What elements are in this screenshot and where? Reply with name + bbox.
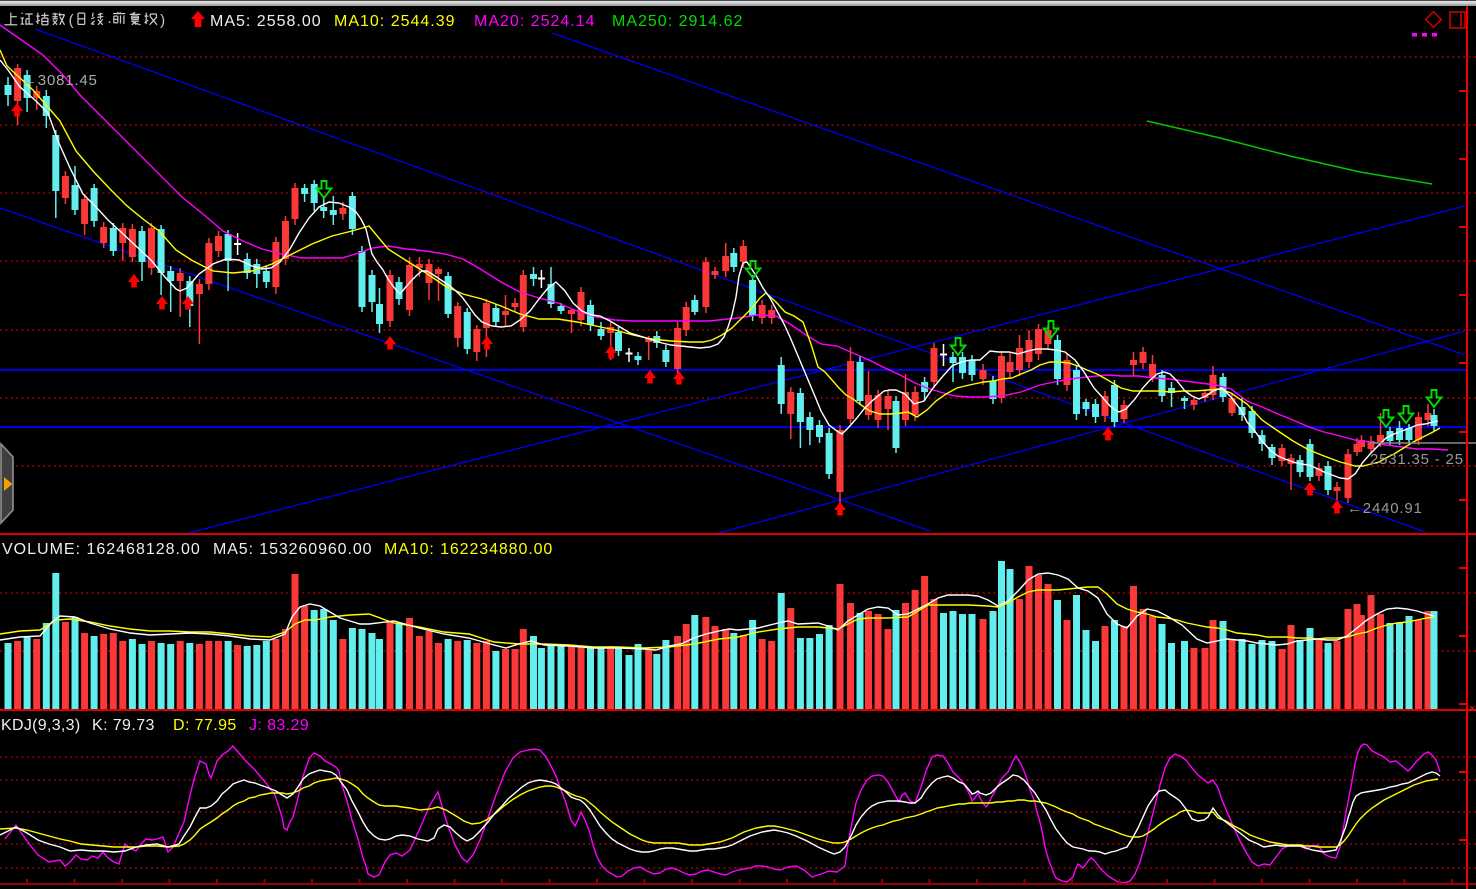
svg-text:←3081.45: ←3081.45	[22, 72, 98, 89]
svg-text:D: 77.95: D: 77.95	[173, 717, 237, 734]
svg-text:MA10: 2544.39: MA10: 2544.39	[334, 13, 456, 30]
svg-text:←2440.91: ←2440.91	[1347, 500, 1423, 517]
svg-text:VOLUME: 162468128.00: VOLUME: 162468128.00	[2, 541, 201, 558]
svg-text:K: 79.73: K: 79.73	[92, 717, 155, 734]
svg-text:MA5: 2558.00: MA5: 2558.00	[210, 13, 322, 30]
svg-text:KDJ(9,3,3): KDJ(9,3,3)	[1, 717, 80, 734]
svg-text:MA5: 153260960.00: MA5: 153260960.00	[213, 541, 372, 558]
svg-text:×: ×	[1469, 703, 1475, 715]
svg-text:): )	[160, 12, 165, 29]
svg-text:2531.35 - 25: 2531.35 - 25	[1370, 451, 1464, 468]
svg-text:.: .	[107, 10, 111, 27]
svg-text:MA20: 2524.14: MA20: 2524.14	[474, 13, 596, 30]
svg-text:J: 83.29: J: 83.29	[249, 717, 309, 734]
svg-text:MA10: 162234880.00: MA10: 162234880.00	[384, 541, 553, 558]
svg-text:MA250: 2914.62: MA250: 2914.62	[612, 13, 743, 30]
svg-text:(: (	[69, 12, 74, 29]
